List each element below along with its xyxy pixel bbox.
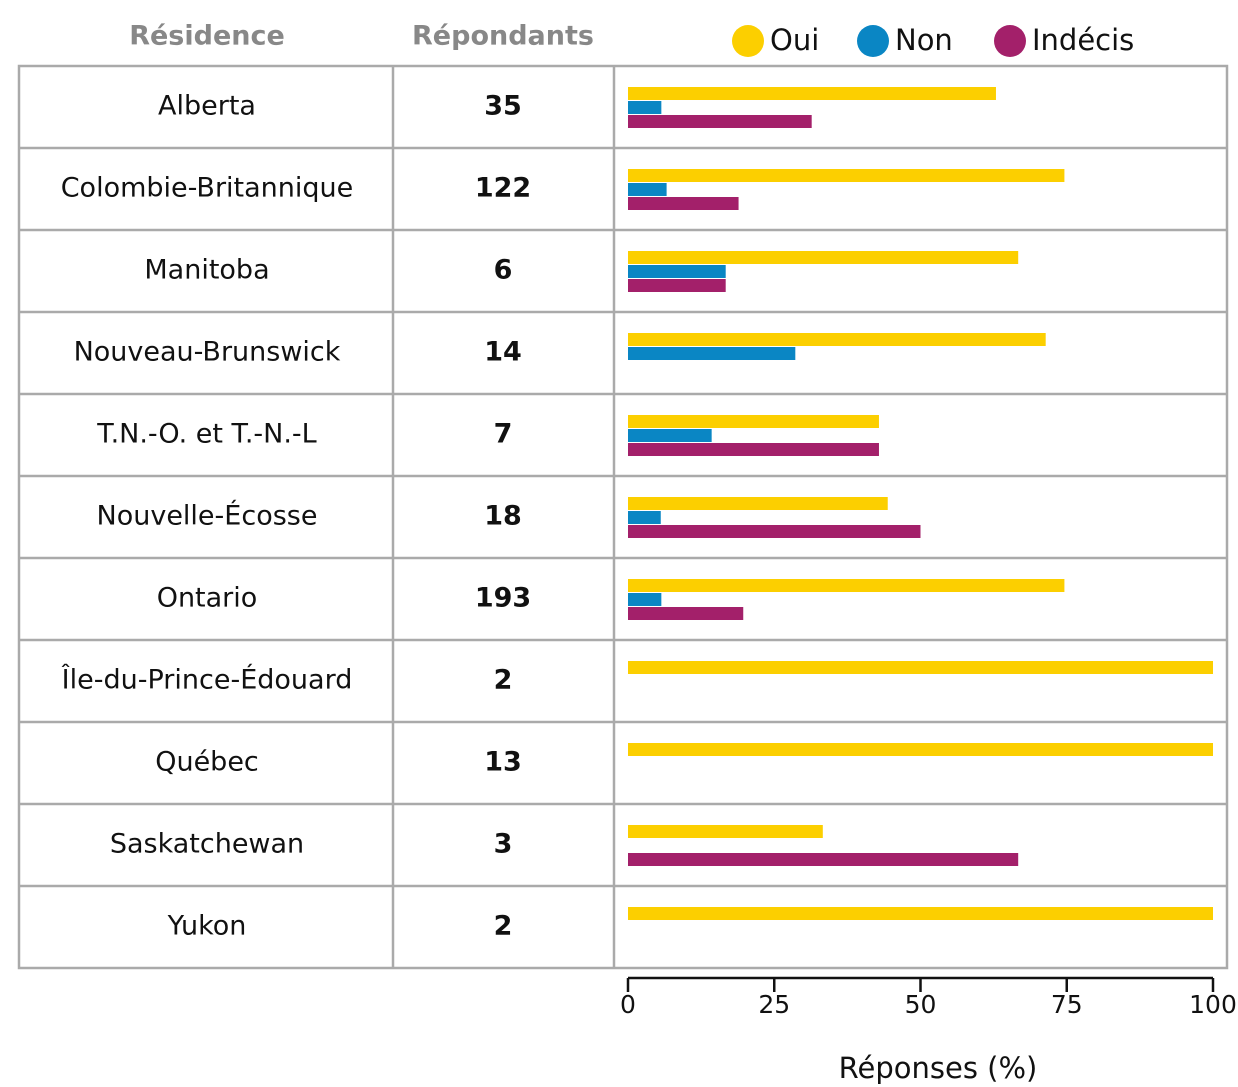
legend-swatch (732, 25, 764, 57)
category-label: Ontario (157, 583, 258, 614)
column-header: Résidence (129, 21, 285, 52)
bar (628, 183, 667, 196)
respondents: 2 (494, 911, 513, 942)
category-label: Québec (155, 747, 259, 778)
respondents: 193 (475, 583, 531, 614)
category-label: Saskatchewan (110, 829, 304, 860)
bar (628, 101, 662, 114)
category-label: Île-du-Prince-Édouard (61, 664, 353, 696)
legend-swatch (857, 25, 889, 57)
category-label: Nouvelle-Écosse (97, 500, 318, 532)
x-tick-label: 100 (1189, 990, 1237, 1019)
bar (628, 525, 921, 538)
bar (628, 415, 879, 428)
bar (628, 87, 996, 100)
table-frame (17, 64, 1229, 970)
bar (628, 251, 1019, 264)
bar (628, 607, 744, 620)
bar (628, 511, 661, 524)
x-tick-label: 50 (905, 990, 937, 1019)
x-tick-label: 25 (758, 990, 790, 1019)
respondents: 14 (484, 337, 522, 368)
legend-label: Oui (770, 23, 819, 57)
bar (628, 197, 739, 210)
bar (628, 333, 1046, 346)
bar (628, 265, 726, 278)
legend-label: Non (895, 23, 953, 57)
category-label: Yukon (167, 911, 247, 942)
x-axis-label: Réponses (%) (839, 1051, 1038, 1085)
bar (628, 429, 712, 442)
category-label: T.N.-O. et T.-N.-L (96, 419, 316, 450)
bar (628, 169, 1065, 182)
respondents: 3 (494, 829, 513, 860)
bar (628, 661, 1213, 674)
respondents: 35 (484, 91, 522, 122)
respondents: 6 (494, 255, 513, 286)
category-label: Manitoba (144, 255, 269, 286)
respondents: 122 (475, 173, 531, 204)
category-label: Nouveau-Brunswick (74, 337, 341, 368)
category-label: Colombie-Britannique (61, 173, 354, 204)
bar (628, 853, 1019, 866)
bar (628, 579, 1065, 592)
bar (628, 497, 888, 510)
legend-label: Indécis (1032, 23, 1134, 57)
column-header: Répondants (412, 21, 594, 52)
respondents: 7 (494, 419, 513, 450)
bar (628, 115, 812, 128)
bar (628, 825, 823, 838)
bar (628, 907, 1213, 920)
x-tick-label: 75 (1051, 990, 1083, 1019)
bar (628, 593, 662, 606)
legend-swatch (994, 25, 1026, 57)
bar (628, 279, 726, 292)
respondents: 13 (484, 747, 522, 778)
respondents: 18 (484, 501, 522, 532)
x-tick-label: 0 (620, 990, 636, 1019)
category-label: Alberta (158, 91, 256, 122)
bar (628, 443, 879, 456)
bar (628, 743, 1213, 756)
respondents: 2 (494, 665, 513, 696)
bar (628, 347, 796, 360)
